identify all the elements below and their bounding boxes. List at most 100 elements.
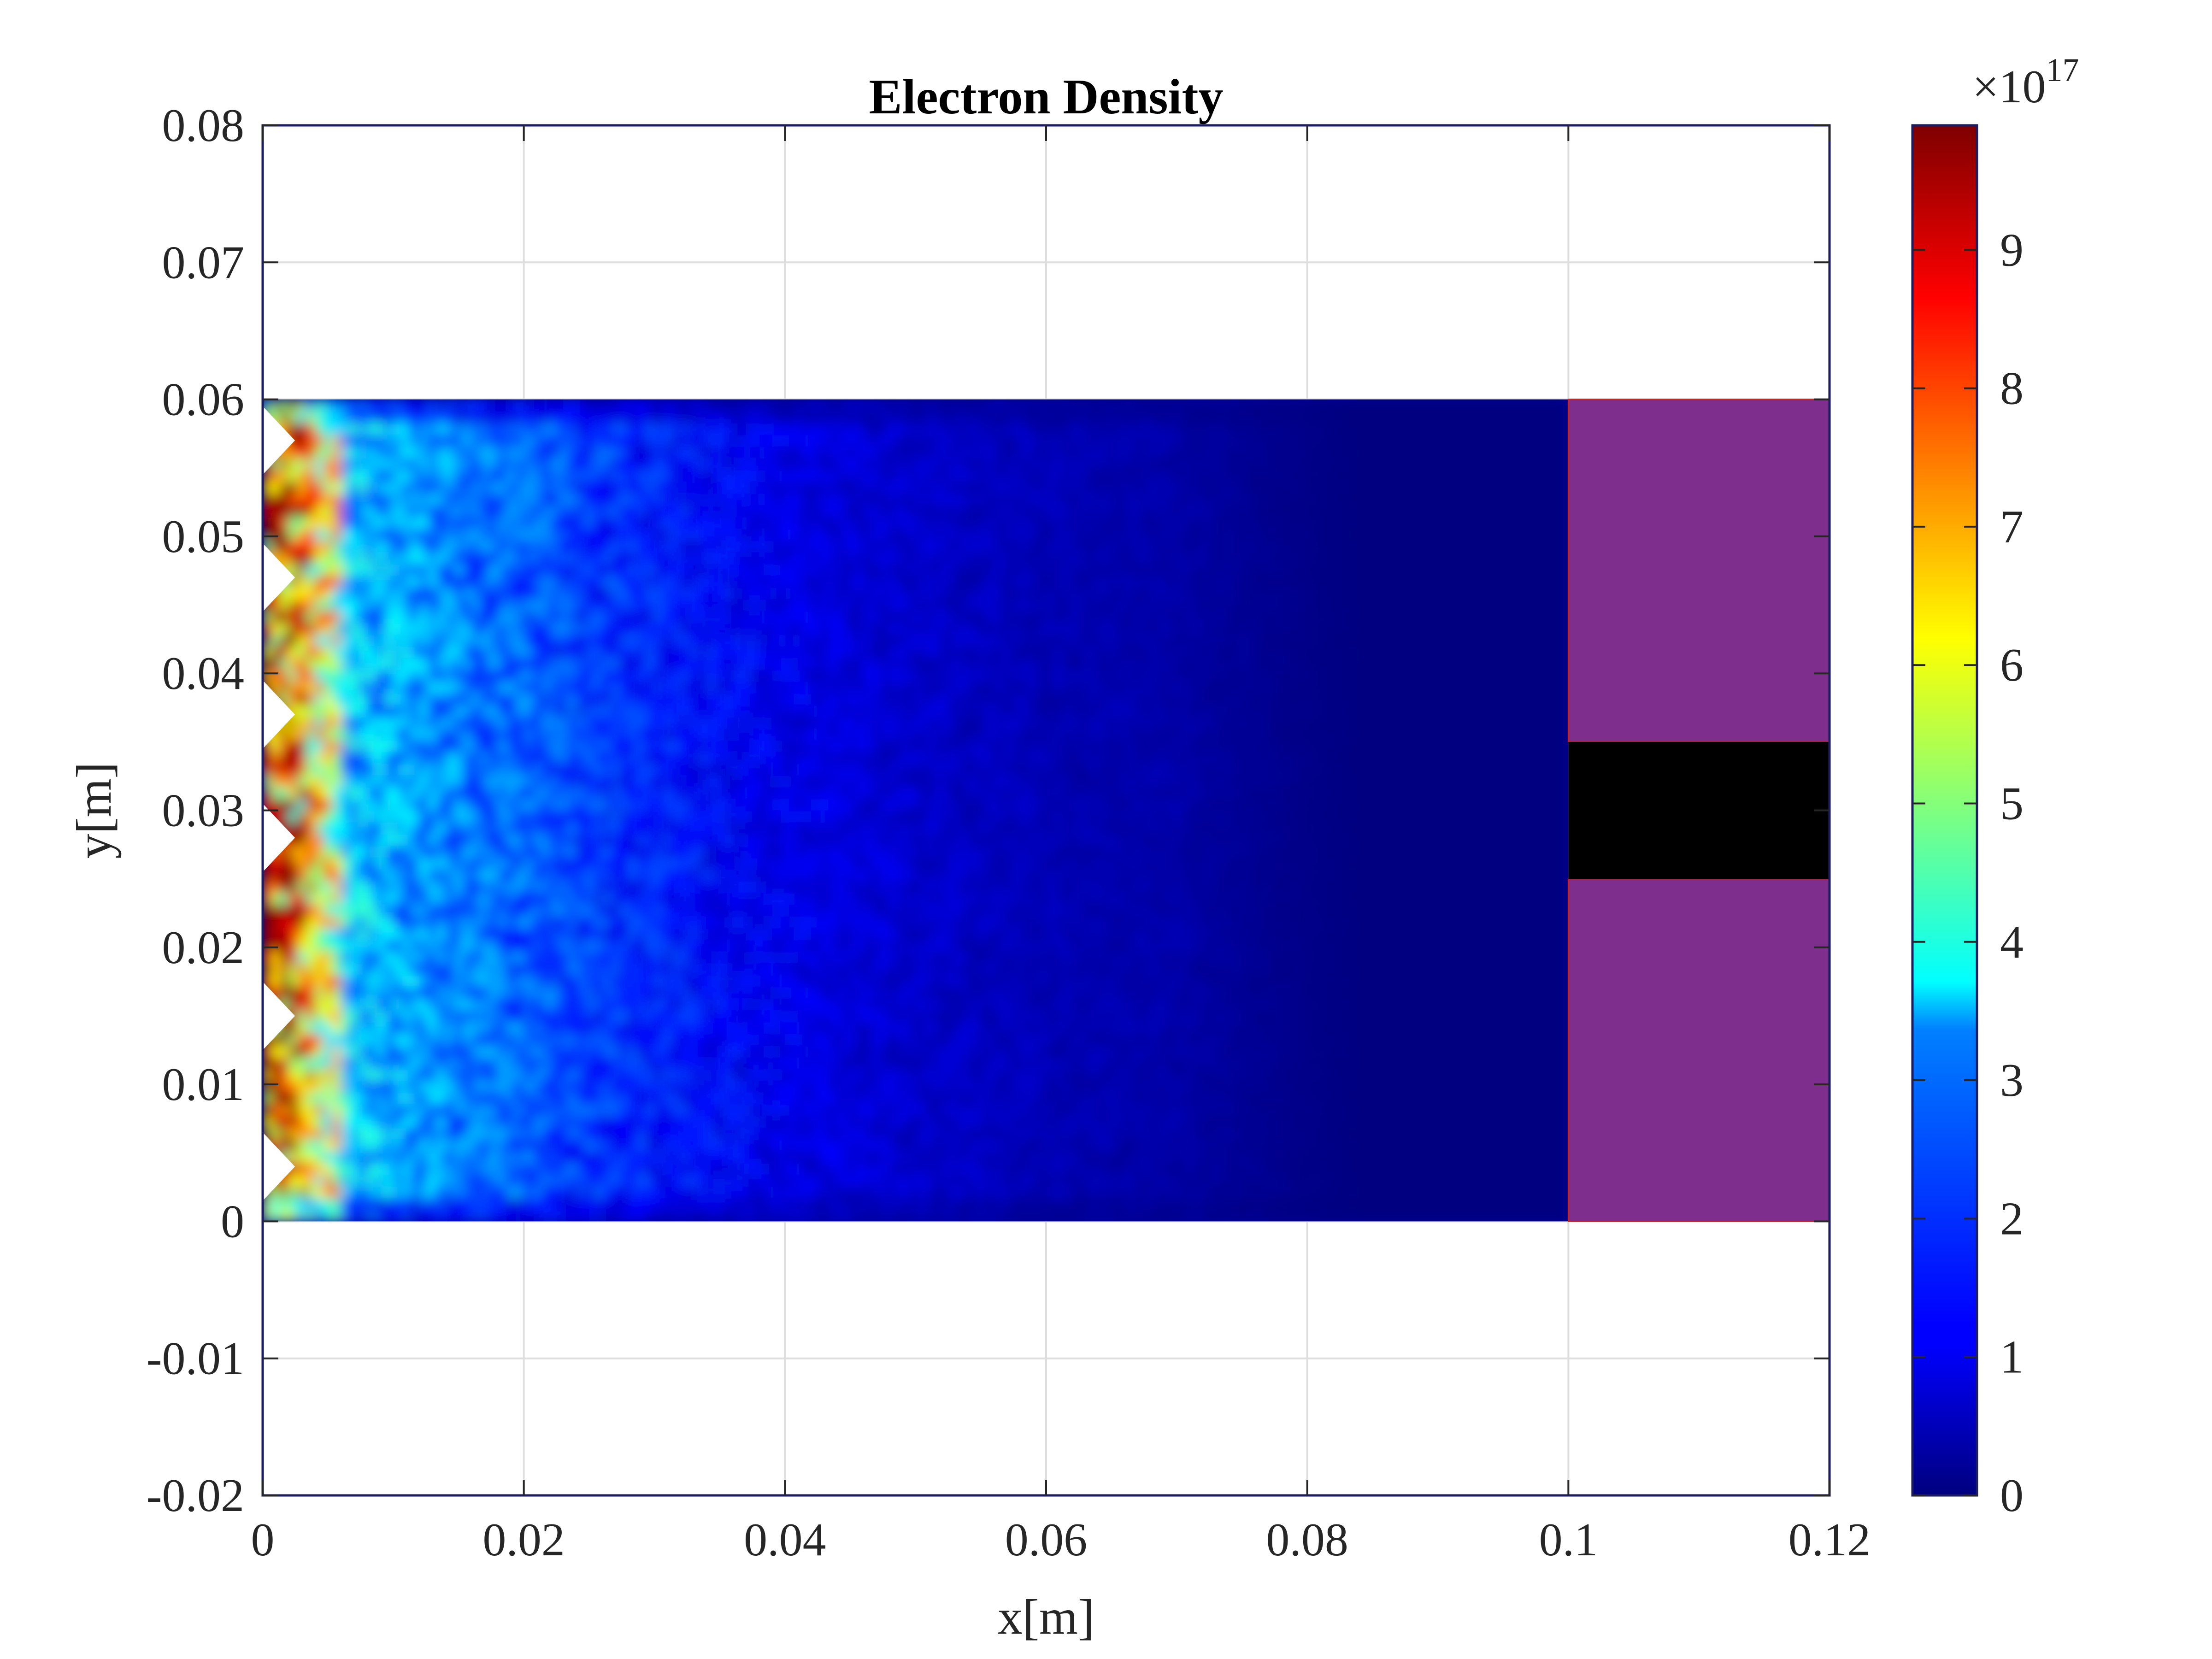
- density-cell: [376, 1174, 385, 1187]
- density-cell: [315, 1209, 324, 1222]
- density-cell: [602, 1209, 612, 1222]
- density-cell: [271, 752, 281, 764]
- density-cell: [263, 517, 272, 529]
- density-cell: [411, 763, 420, 776]
- density-cell: [489, 587, 498, 600]
- density-cell: [584, 998, 594, 1011]
- density-cell: [480, 470, 490, 482]
- density-cell: [532, 481, 542, 494]
- density-cell: [471, 881, 481, 893]
- density-cell: [332, 587, 341, 600]
- density-cell: [271, 1116, 281, 1128]
- density-cell: [471, 892, 481, 905]
- density-cell: [306, 611, 316, 623]
- density-cell: [506, 517, 516, 529]
- density-cell: [802, 857, 812, 870]
- density-cell: [794, 904, 803, 917]
- density-cell: [741, 1092, 751, 1105]
- density-cell: [767, 845, 777, 858]
- density-cell: [846, 716, 855, 729]
- density-cell: [445, 1127, 455, 1140]
- density-cell: [689, 517, 699, 529]
- density-cell: [819, 1010, 829, 1023]
- density-cell: [288, 881, 298, 893]
- density-cell: [471, 1116, 481, 1128]
- density-cell: [698, 1174, 707, 1187]
- density-cell: [402, 470, 412, 482]
- density-cell: [698, 763, 707, 776]
- density-cell: [741, 470, 751, 482]
- density-cell: [349, 669, 359, 682]
- density-cell: [619, 1174, 629, 1187]
- density-cell: [550, 1010, 559, 1023]
- density-cell: [828, 916, 838, 929]
- density-cell: [611, 787, 620, 800]
- density-cell: [689, 787, 699, 800]
- density-cell: [872, 1057, 882, 1070]
- density-cell: [637, 799, 647, 811]
- density-cell: [306, 810, 316, 823]
- density-cell: [837, 1080, 847, 1093]
- density-cell: [602, 975, 612, 987]
- density-cell: [584, 399, 594, 412]
- density-cell: [584, 1010, 594, 1023]
- density-cell: [698, 399, 707, 412]
- density-cell: [445, 1162, 455, 1175]
- density-cell: [263, 1092, 272, 1105]
- density-cell: [767, 728, 777, 741]
- density-cell: [584, 540, 594, 553]
- density-cell: [471, 646, 481, 659]
- density-cell: [802, 1127, 812, 1140]
- density-cell: [341, 869, 350, 882]
- density-cell: [506, 505, 516, 518]
- density-cell: [602, 1104, 612, 1117]
- density-cell: [663, 681, 672, 694]
- density-cell: [471, 528, 481, 541]
- density-cell: [811, 799, 820, 811]
- density-cell: [828, 599, 838, 612]
- density-cell: [402, 763, 412, 776]
- density-cell: [288, 799, 298, 811]
- density-cell: [524, 658, 533, 670]
- density-cell: [463, 423, 472, 435]
- density-cell: [532, 857, 542, 870]
- density-cell: [506, 552, 516, 565]
- density-cell: [288, 845, 298, 858]
- density-cell: [288, 399, 298, 412]
- density-cell: [828, 634, 838, 647]
- density-cell: [750, 787, 759, 800]
- density-cell: [297, 540, 307, 553]
- density-cell: [436, 646, 446, 659]
- density-cell: [376, 564, 385, 576]
- density-cell: [480, 458, 490, 471]
- density-cell: [489, 634, 498, 647]
- density-cell: [776, 705, 786, 717]
- density-cell: [506, 611, 516, 623]
- density-cell: [776, 693, 786, 706]
- density-cell: [471, 423, 481, 435]
- density-cell: [646, 963, 655, 976]
- density-cell: [671, 998, 681, 1011]
- density-cell: [358, 1022, 368, 1034]
- density-cell: [524, 1057, 533, 1070]
- density-cell: [315, 975, 324, 987]
- density-cell: [515, 752, 524, 764]
- density-cell: [332, 975, 341, 987]
- density-cell: [863, 1045, 873, 1058]
- density-cell: [741, 822, 751, 835]
- density-cell: [593, 470, 603, 482]
- density-cell: [828, 752, 838, 764]
- density-cell: [828, 1209, 838, 1222]
- density-cell: [794, 517, 803, 529]
- density-cell: [324, 963, 333, 976]
- density-cell: [706, 1092, 716, 1105]
- density-cell: [419, 834, 429, 846]
- density-cell: [411, 646, 420, 659]
- density-cell: [619, 916, 629, 929]
- density-cell: [689, 822, 699, 835]
- density-cell: [576, 423, 585, 435]
- density-cell: [480, 951, 490, 964]
- density-cell: [498, 611, 507, 623]
- density-cell: [419, 1022, 429, 1034]
- density-cell: [654, 658, 664, 670]
